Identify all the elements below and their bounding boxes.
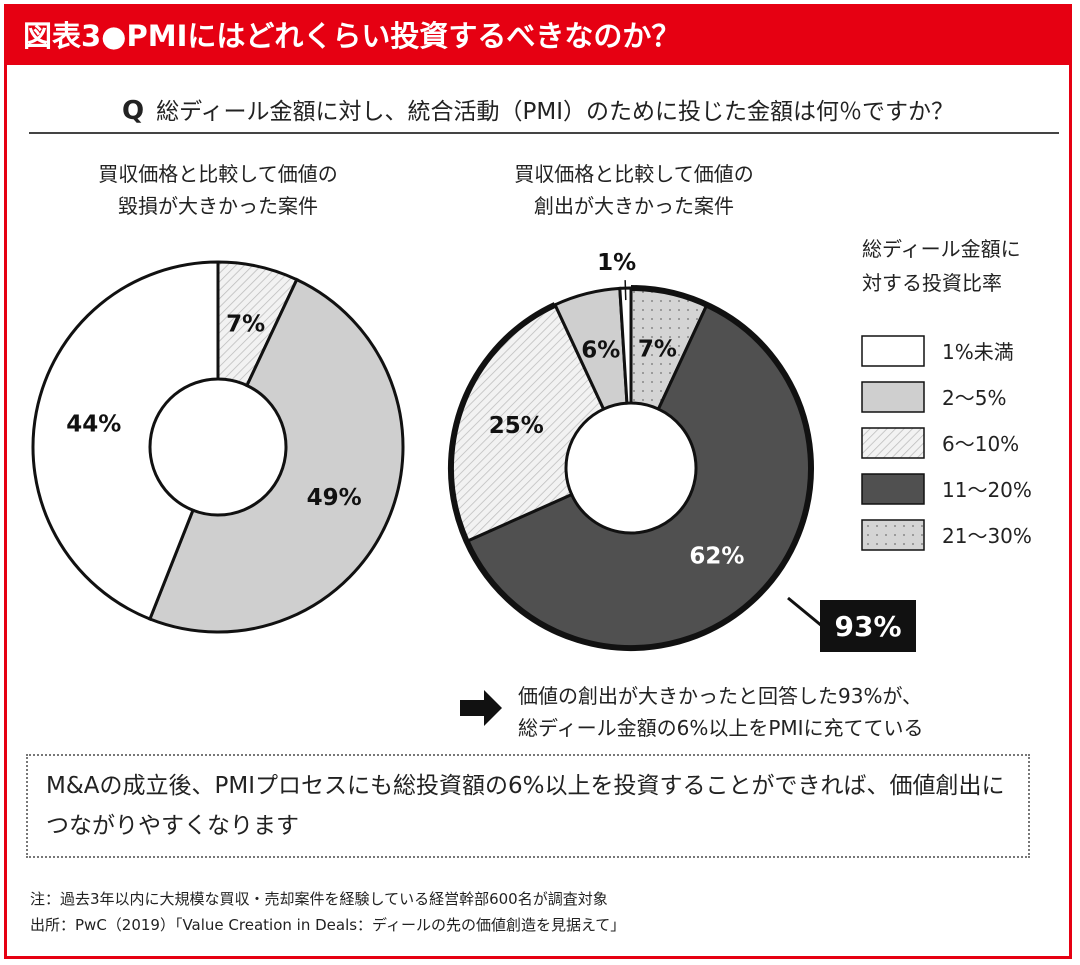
footnote: 出所：PwC（2019）「Value Creation in Deals：ディー…	[30, 916, 626, 934]
donut1-slice-1%未満	[618, 286, 633, 405]
footnote: 注：過去3年以内に大規模な買収・売却案件を経験している経営幹部600名が調査対象	[30, 890, 608, 908]
legend-swatch-white	[861, 335, 925, 367]
donut1-label: 62%	[689, 543, 744, 569]
note-line: 価値の創出が大きかったと回答した93%が、	[518, 684, 923, 708]
callout-box	[820, 600, 916, 652]
donut1-label: 1%	[597, 250, 636, 276]
legend-swatch-hatch	[861, 427, 925, 459]
legend-label: 1%未満	[942, 340, 1014, 364]
legend-swatch-dark	[861, 473, 925, 505]
donut0-label: 44%	[66, 411, 121, 437]
legend-swatch-gray	[861, 381, 925, 413]
divider	[29, 132, 1059, 134]
callout-line	[787, 596, 823, 628]
legend-title-line: 総ディール金額に	[862, 237, 1021, 261]
left-subtitle: 買収価格と比較して価値の 毀損が大きかった案件	[58, 158, 378, 222]
question: Q 総ディール金額に対し、統合活動（PMI）のために投じた金額は何％ですか？	[7, 92, 1069, 126]
question-mark: Q	[122, 96, 145, 126]
legend-label: 11〜20%	[942, 478, 1032, 502]
right-subtitle: 買収価格と比較して価値の 創出が大きかった案件	[474, 158, 794, 222]
legend-label: 6〜10%	[942, 432, 1019, 456]
subtitle-line: 買収価格と比較して価値の	[98, 162, 338, 186]
figure-frame: 図表3●PMIにはどれくらい投資するべきなのか？ Q 総ディール金額に対し、統合活…	[4, 4, 1072, 959]
callout-arc	[448, 285, 814, 651]
takeaway-note: 価値の創出が大きかったと回答した93%が、 総ディール金額の6%以上をPMIに充て…	[518, 680, 924, 744]
donut1-label: 6%	[581, 337, 620, 363]
question-text: 総ディール金額に対し、統合活動（PMI）のために投じた金額は何％ですか？	[156, 99, 954, 125]
footnotes: 注：過去3年以内に大規模な買収・売却案件を経験している経営幹部600名が調査対象…	[30, 886, 625, 938]
subtitle-line: 買収価格と比較して価値の	[514, 162, 754, 186]
label-leader	[624, 280, 627, 301]
figure-title: 図表3●PMIにはどれくらい投資するべきなのか？	[7, 7, 1069, 65]
donut0-label: 49%	[307, 485, 362, 511]
subtitle-line: 創出が大きかった案件	[534, 194, 734, 218]
legend-title-line: 対する投資比率	[862, 271, 1002, 295]
legend-title: 総ディール金額に 対する投資比率	[862, 232, 1021, 300]
donut1-label: 25%	[489, 413, 544, 439]
arrow-right-icon	[460, 690, 502, 726]
legend-swatch-dots	[861, 519, 925, 551]
conclusion-box: M&Aの成立後、PMIプロセスにも総投資額の6%以上を投資することができれば、価…	[26, 754, 1030, 858]
callout-value: 93%	[834, 610, 901, 643]
legend-label: 21〜30%	[942, 524, 1032, 548]
donut1-label: 7%	[638, 336, 677, 362]
legend-label: 2〜5%	[942, 386, 1006, 410]
note-line: 総ディール金額の6%以上をPMIに充てている	[518, 716, 924, 740]
donut0-slice-1%未満	[31, 260, 220, 621]
donut0-slice-2〜5%	[147, 277, 405, 634]
donut0-label: 7%	[226, 312, 265, 338]
subtitle-line: 毀損が大きかった案件	[118, 194, 318, 218]
